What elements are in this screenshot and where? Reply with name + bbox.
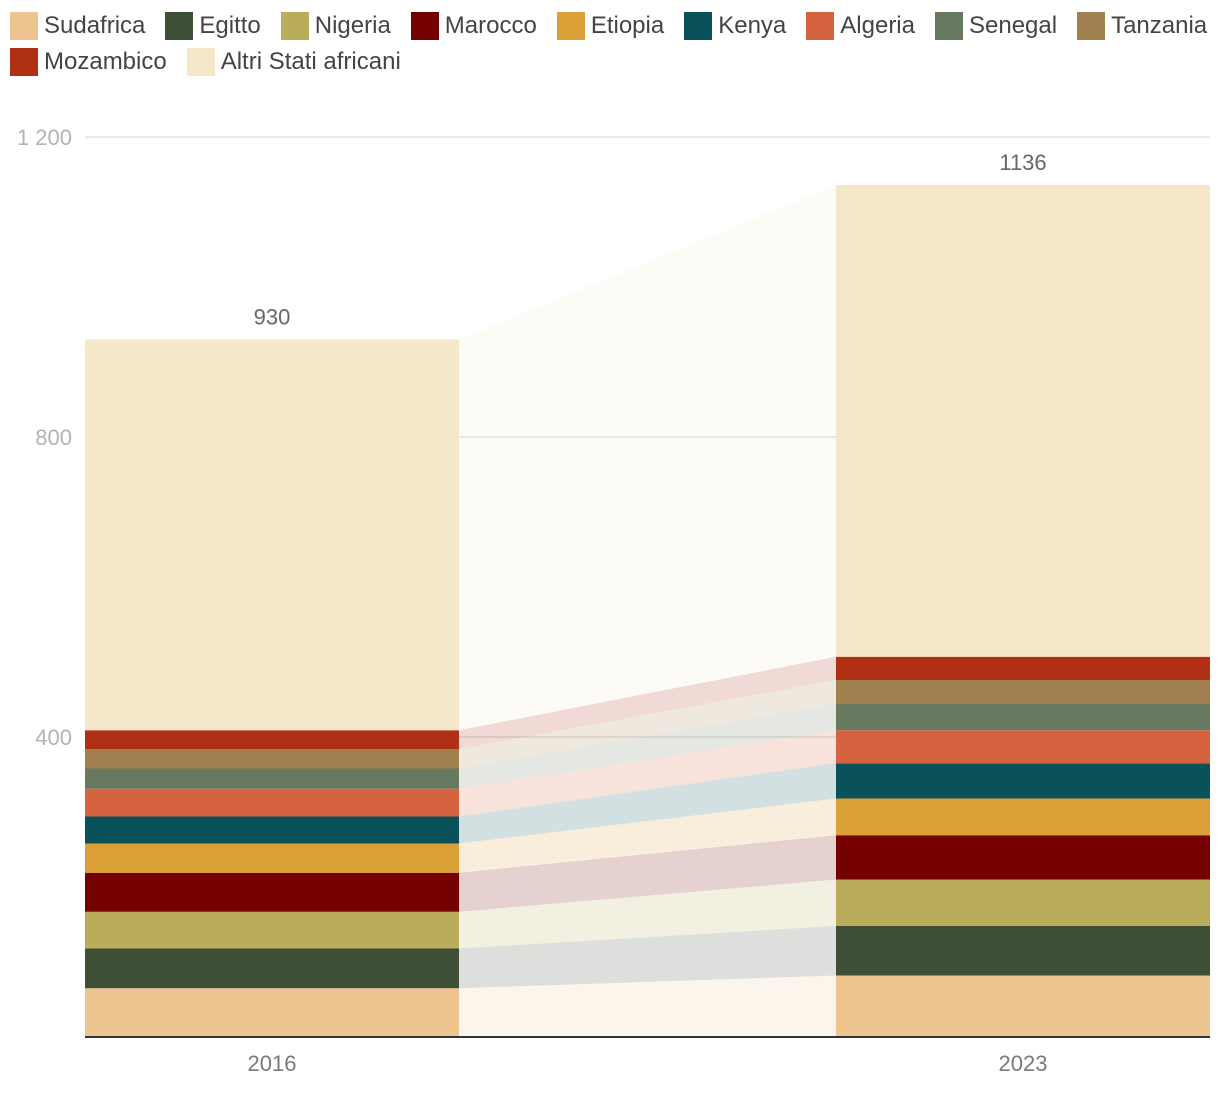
connector-band-algeria: [459, 730, 836, 817]
legend-item-altri-stati-africani[interactable]: Altri Stati africani: [186, 48, 401, 76]
legend-swatch: [165, 12, 194, 40]
legend-swatch: [806, 12, 835, 40]
connector-band-sudafrica: [459, 975, 836, 1037]
bar-segment-altri-stati-africani-2023[interactable]: [836, 185, 1210, 657]
bar-segment-mozambico-2016[interactable]: [85, 730, 459, 749]
bar-segment-senegal-2016[interactable]: [85, 768, 459, 789]
bar-segment-sudafrica-2023[interactable]: [836, 975, 1210, 1038]
total-label: 1136: [999, 150, 1046, 175]
legend-label: Sudafrica: [44, 12, 146, 39]
legend-label: Tanzania: [1111, 12, 1208, 39]
legend-label: Senegal: [969, 12, 1058, 39]
legend-item-marocco[interactable]: Marocco: [410, 12, 537, 40]
legend-item-senegal[interactable]: Senegal: [935, 12, 1057, 40]
legend-swatch: [556, 12, 585, 40]
connector-band-marocco: [459, 835, 836, 912]
bar-segment-algeria-2016[interactable]: [85, 788, 459, 817]
bar-segment-tanzania-2016[interactable]: [85, 749, 459, 769]
bar-segment-altri-stati-africani-2016[interactable]: [85, 339, 459, 731]
x-tick-label: 2016: [248, 1051, 297, 1076]
legend-swatch: [10, 12, 38, 40]
legend-item-mozambico[interactable]: Mozambico: [10, 48, 167, 76]
bar-segment-tanzania-2023[interactable]: [836, 680, 1210, 704]
bar-segment-kenya-2023[interactable]: [836, 763, 1210, 799]
y-tick-label: 800: [35, 425, 72, 450]
legend-swatch: [410, 12, 439, 40]
legend-label: Algeria: [840, 12, 915, 39]
bar-segment-egitto-2023[interactable]: [836, 926, 1210, 976]
legend-swatch: [1077, 12, 1106, 40]
legend-swatch: [10, 48, 38, 76]
bar-segment-etiopia-2016[interactable]: [85, 843, 459, 873]
legend-item-tanzania[interactable]: Tanzania: [1077, 12, 1207, 40]
connector-band-tanzania: [459, 680, 836, 769]
legend-label: Kenya: [718, 12, 787, 39]
legend-swatch: [280, 12, 309, 40]
legend-swatch: [935, 12, 963, 40]
total-label: 930: [254, 305, 291, 330]
legend: Sudafrica Egitto Nigeria Marocco Etiopia Keny…: [10, 12, 1215, 76]
connector-band-kenya: [459, 763, 836, 844]
bar-segment-nigeria-2023[interactable]: [836, 879, 1210, 927]
connector-band-mozambico: [459, 656, 836, 749]
legend-label: Egitto: [199, 12, 261, 39]
bar-segment-marocco-2023[interactable]: [836, 835, 1210, 880]
connector-band-altri-stati-africani: [459, 185, 836, 731]
legend-item-sudafrica[interactable]: Sudafrica: [10, 12, 145, 40]
legend-item-nigeria[interactable]: Nigeria: [280, 12, 391, 40]
legend-item-egitto[interactable]: Egitto: [165, 12, 261, 40]
legend-label: Mozambico: [44, 48, 167, 75]
legend-swatch: [684, 12, 713, 40]
legend-item-algeria[interactable]: Algeria: [806, 12, 915, 40]
bar-segment-sudafrica-2016[interactable]: [85, 988, 459, 1037]
bar-segment-algeria-2023[interactable]: [836, 730, 1210, 764]
connector-band-nigeria: [459, 879, 836, 949]
connector-band-etiopia: [459, 798, 836, 873]
legend-item-kenya[interactable]: Kenya: [684, 12, 786, 40]
y-tick-label: 1 200: [17, 125, 72, 150]
bar-segment-etiopia-2023[interactable]: [836, 798, 1210, 836]
x-tick-label: 2023: [999, 1051, 1048, 1076]
legend-label: Etiopia: [590, 12, 665, 39]
bar-segment-kenya-2016[interactable]: [85, 816, 459, 844]
y-tick-label: 400: [35, 725, 72, 750]
legend-label: Marocco: [444, 12, 537, 39]
legend-label: Nigeria: [314, 12, 391, 39]
legend-label: Altri Stati africani: [220, 48, 401, 75]
legend-swatch: [186, 48, 215, 76]
bar-segment-mozambico-2023[interactable]: [836, 656, 1210, 680]
legend-item-etiopia[interactable]: Etiopia: [556, 12, 665, 40]
bar-segment-senegal-2023[interactable]: [836, 704, 1210, 731]
connector-band-senegal: [459, 704, 836, 789]
bar-segment-egitto-2016[interactable]: [85, 948, 459, 989]
connector-band-egitto: [459, 926, 836, 989]
bar-segment-marocco-2016[interactable]: [85, 872, 459, 912]
bar-segment-nigeria-2016[interactable]: [85, 911, 459, 949]
